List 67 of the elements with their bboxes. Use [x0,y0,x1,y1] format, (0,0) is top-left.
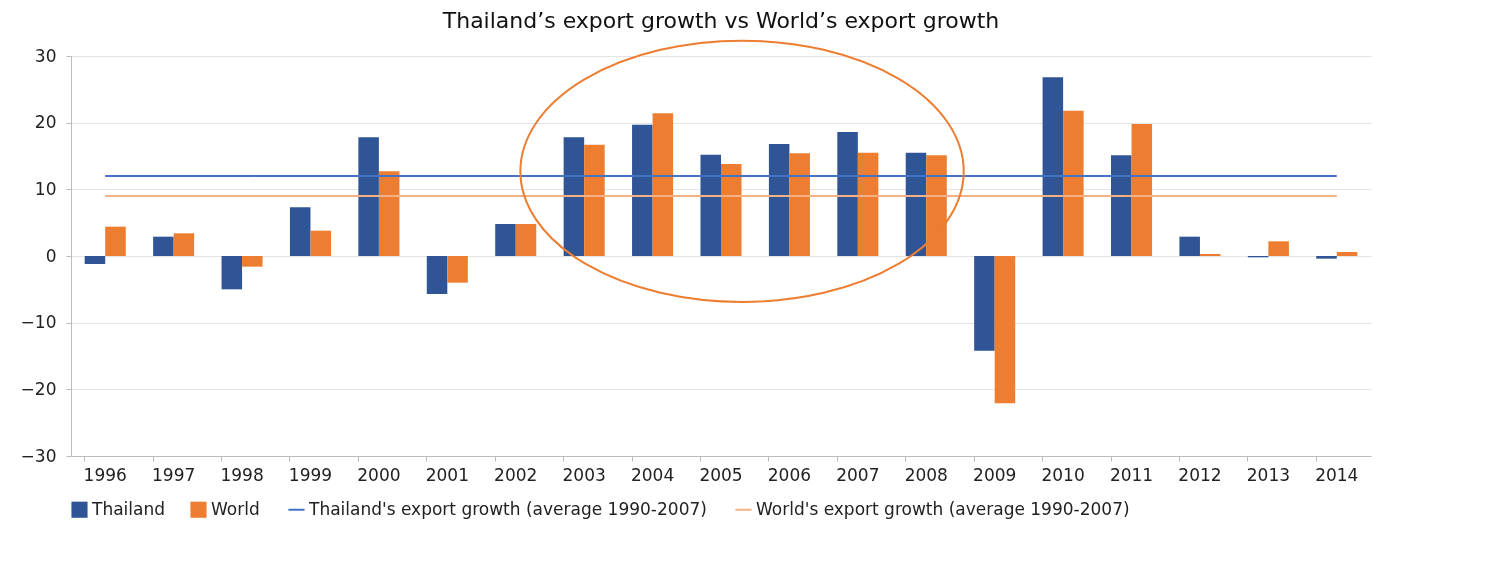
bar [1316,256,1337,259]
x-tick-label: 1996 [83,464,127,485]
x-tick-label: 2002 [494,464,538,485]
bar [1179,236,1200,256]
x-tick-label: 2000 [357,464,401,485]
bar [1063,110,1084,256]
x-tick-label: 2003 [562,464,606,485]
bar [1042,77,1064,256]
bar [857,152,879,256]
bar [905,152,927,256]
bar [768,144,790,256]
y-tick-label: −30 [20,445,57,466]
x-tick-label: 2009 [973,464,1017,485]
bar [173,233,195,256]
bar [1336,252,1358,256]
bar [378,171,400,256]
bar [974,256,995,351]
y-tick-label: −20 [20,378,57,399]
x-tick-label: 2001 [425,464,469,485]
bar [358,137,379,256]
chart-title: Thailand’s export growth vs World’s export growth [441,8,1000,33]
bar [789,153,810,256]
bar [447,256,468,283]
legend-label: World [211,498,260,519]
bar [84,256,106,264]
bar [105,226,126,256]
bar [632,124,653,256]
x-tick-label: 2010 [1041,464,1085,485]
x-tick-label: 1999 [288,464,333,485]
bar [221,256,243,290]
legend-label: World's export growth (average 1990-2007) [756,498,1130,519]
bar [652,113,674,256]
bar [153,236,174,256]
x-tick-label: 2007 [836,464,880,485]
bar [1111,155,1132,256]
legend-label: Thailand's export growth (average 1990-2007) [308,498,707,519]
x-tick-label: 1998 [220,464,264,485]
bar [584,144,605,256]
x-tick-label: 2012 [1178,464,1222,485]
y-tick-label: 10 [34,178,57,199]
x-tick-label: 2004 [630,464,675,485]
x-tick-label: 2014 [1315,464,1359,485]
x-tick-label: 2005 [699,464,743,485]
y-tick-label: 30 [34,45,57,66]
bar [310,230,331,256]
x-tick-label: 2013 [1246,464,1290,485]
bar [837,132,858,256]
bar [700,154,721,256]
y-tick-label: 0 [45,245,57,266]
legend-label: Thailand [91,498,166,519]
bar [515,224,537,256]
bar [926,155,947,256]
bar [495,224,516,256]
bar [1131,124,1153,256]
bar [1268,241,1289,256]
x-tick-label: 2008 [904,464,948,485]
x-tick-label: 2006 [767,464,812,485]
bar [426,256,448,294]
x-tick-label: 1997 [152,464,196,485]
y-tick-label: 20 [34,112,57,133]
y-tick-label: −10 [20,312,57,333]
bar [289,207,311,256]
bar [242,256,263,267]
bar [994,256,1016,404]
bar [721,164,742,256]
bar [563,137,585,256]
x-tick-label: 2011 [1109,464,1154,485]
